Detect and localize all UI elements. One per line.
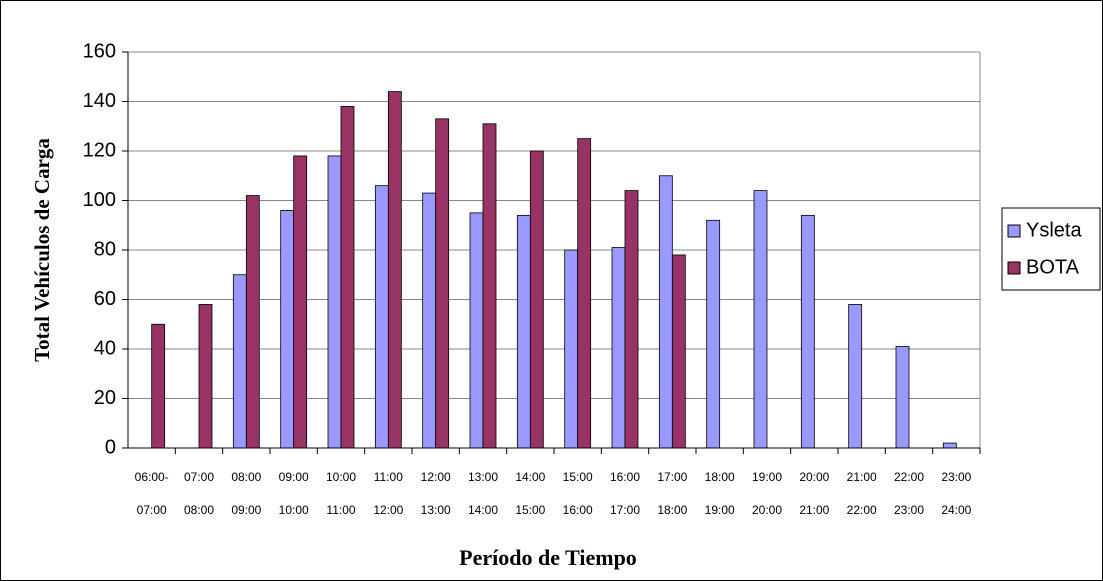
bar [577,138,592,449]
x-tick-label: 21:00 [799,503,829,517]
bar [564,249,579,449]
bar [280,209,295,449]
bar [529,150,544,449]
bar [469,212,484,449]
x-tick-label: 09:00 [231,503,261,517]
bar [435,118,450,449]
x-tick-label: 23:00 [894,503,924,517]
bar [800,214,815,449]
x-tick-label: 18:00 [657,503,687,517]
bar [374,185,389,449]
x-tick-label: 16:00 [610,470,640,484]
x-tick-label: 09:00 [279,470,309,484]
legend-label: Ysleta [1026,219,1082,241]
y-axis-title: Total Vehículos de Carga [30,138,54,362]
x-tick-label: 08:00 [184,503,214,517]
x-tick-label: 07:00 [137,503,167,517]
bar [895,346,910,449]
x-tick-label: 14:00 [468,503,498,517]
x-tick-label: 19:00 [705,503,735,517]
bar [848,304,863,449]
bar [706,219,721,449]
legend-swatch [1007,224,1021,238]
x-tick-label: 06:00- [135,470,169,484]
y-tick-label: 80 [94,238,116,260]
y-tick-label: 160 [83,40,116,62]
x-tick-label: 14:00 [515,470,545,484]
x-tick-label: 18:00 [705,470,735,484]
bar [387,91,402,449]
x-tick-label: 22:00 [847,503,877,517]
x-tick-label: 16:00 [563,503,593,517]
x-tick-label: 17:00 [657,470,687,484]
x-tick-label: 10:00 [279,503,309,517]
bar [516,214,531,449]
x-tick-label: 20:00 [799,470,829,484]
y-tick-label: 20 [94,387,116,409]
x-tick-label: 10:00 [326,470,356,484]
x-tick-label: 08:00 [231,470,261,484]
x-axis-title: Período de Tiempo [459,545,637,570]
x-tick-label: 12:00 [421,470,451,484]
y-tick-label: 40 [94,337,116,359]
bar [658,175,673,449]
x-tick-label: 22:00 [894,470,924,484]
bar [198,304,213,449]
x-tick-label: 11:00 [374,470,403,484]
bar [151,323,166,449]
bar [942,442,957,449]
x-tick-label: 23:00 [941,470,971,484]
y-tick-label: 120 [83,139,116,161]
y-tick-label: 140 [83,90,116,112]
legend-swatch [1007,261,1021,275]
x-tick-label: 15:00 [515,503,545,517]
x-tick-label: 12:00 [373,503,403,517]
y-tick-label: 0 [105,436,116,458]
bar [753,190,768,449]
bar [232,274,247,449]
x-tick-label: 19:00 [752,470,782,484]
bar [422,192,437,449]
bar [340,106,355,449]
x-tick-label: 13:00 [421,503,451,517]
bar [293,155,308,449]
bar [482,123,497,449]
x-tick-label: 15:00 [563,470,593,484]
legend-box [1001,207,1101,291]
bar [611,247,626,449]
y-tick-label: 60 [94,288,116,310]
legend-label: BOTA [1026,256,1080,278]
bar [671,254,686,449]
y-tick-label: 100 [83,189,116,211]
x-tick-label: 07:00 [184,470,214,484]
x-tick-label: 17:00 [610,503,640,517]
x-tick-label: 20:00 [752,503,782,517]
bar [624,190,639,449]
x-tick-label: 24:00 [941,503,971,517]
bar [245,195,260,449]
x-tick-label: 11:00 [326,503,355,517]
x-tick-label: 21:00 [847,470,877,484]
bar [327,155,342,449]
x-tick-label: 13:00 [468,470,498,484]
